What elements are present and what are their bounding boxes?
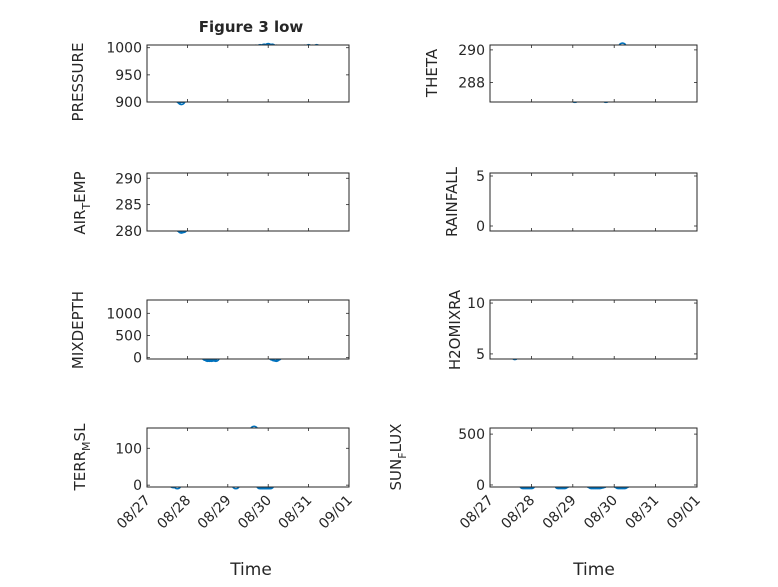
terr-msl-ylabel-main: TERR bbox=[71, 451, 89, 492]
sun-flux-ylabel-rest: LUX bbox=[387, 424, 405, 453]
terr_msl-axes-frame bbox=[146, 427, 350, 488]
mixdepth-ylabel: MIXDEPTH bbox=[69, 291, 87, 369]
figure-title: Figure 3 low bbox=[199, 18, 304, 36]
h2omixra-y-tick-label: 10 bbox=[467, 296, 485, 312]
air_temp-y-tick-label: 290 bbox=[115, 171, 142, 187]
rainfall-ylabel: RAINFALL bbox=[443, 166, 461, 237]
mixdepth-axes-frame bbox=[146, 299, 350, 360]
pressure-ylabel: PRESSURE bbox=[69, 43, 87, 122]
terr_msl-y-tick-label: 0 bbox=[133, 478, 142, 494]
mixdepth-y-tick-label: 1000 bbox=[106, 306, 142, 322]
air_temp-axes-frame bbox=[146, 172, 350, 232]
theta-plot: 288 290 bbox=[458, 42, 698, 104]
rainfall-y-tick-label: 0 bbox=[476, 219, 485, 235]
air-temp-ylabel-main: AIR bbox=[71, 210, 89, 235]
h2omixra-axes-frame bbox=[489, 299, 698, 360]
pressure-y-tick-label: 950 bbox=[115, 68, 142, 84]
terr-msl-ylabel-rest: SL bbox=[71, 423, 89, 442]
pressure-y-tick-label: 900 bbox=[115, 95, 142, 111]
pressure-y-tick-label: 1000 bbox=[106, 41, 142, 57]
theta-y-tick-label: 288 bbox=[458, 75, 485, 91]
rainfall-plot: 05 bbox=[476, 169, 698, 235]
sun-flux-ylabel: SUNFLUX bbox=[387, 424, 409, 491]
h2omixra-plot: 5 10 bbox=[467, 296, 698, 363]
theta-axes-frame bbox=[489, 44, 698, 103]
terr-msl-ylabel-sub: M bbox=[80, 441, 93, 451]
sun-flux-ylabel-main: SUN bbox=[387, 459, 405, 491]
sun_flux-axes-frame bbox=[489, 427, 698, 488]
mixdepth-y-tick-label: 0 bbox=[133, 351, 142, 367]
air-temp-ylabel: AIRTEMP bbox=[71, 171, 93, 234]
air-temp-plot: 280 285 290 bbox=[115, 171, 350, 240]
x-axis-title-right: Time bbox=[572, 560, 615, 580]
h2omixra-y-tick-label: 5 bbox=[476, 347, 485, 363]
terr_msl-y-tick-label: 100 bbox=[115, 441, 142, 457]
sun_flux-y-tick-label: 0 bbox=[476, 478, 485, 494]
air-temp-ylabel-sub: T bbox=[80, 203, 93, 211]
rainfall-y-tick-label: 5 bbox=[476, 169, 485, 185]
theta-ylabel: THETA bbox=[423, 48, 441, 98]
rainfall-axes-frame bbox=[489, 172, 698, 232]
mixdepth-plot: 0 500 1000 bbox=[106, 299, 350, 367]
air_temp-y-tick-label: 280 bbox=[115, 224, 142, 240]
pressure-axes-frame bbox=[146, 44, 350, 103]
sun_flux-y-tick-label: 500 bbox=[458, 427, 485, 443]
terr-msl-ylabel: TERRMSL bbox=[71, 423, 93, 492]
h2omixra-ylabel: H2OMIXRA bbox=[446, 289, 464, 370]
sun-flux-ylabel-sub: F bbox=[396, 452, 409, 458]
theta-y-tick-label: 290 bbox=[458, 43, 485, 59]
mixdepth-y-tick-label: 500 bbox=[115, 328, 142, 344]
air_temp-y-tick-label: 285 bbox=[115, 198, 142, 214]
x-axis-title-left: Time bbox=[229, 560, 272, 580]
pressure-plot: 900 950 1000 bbox=[106, 41, 350, 111]
air-temp-ylabel-rest: EMP bbox=[71, 171, 89, 202]
